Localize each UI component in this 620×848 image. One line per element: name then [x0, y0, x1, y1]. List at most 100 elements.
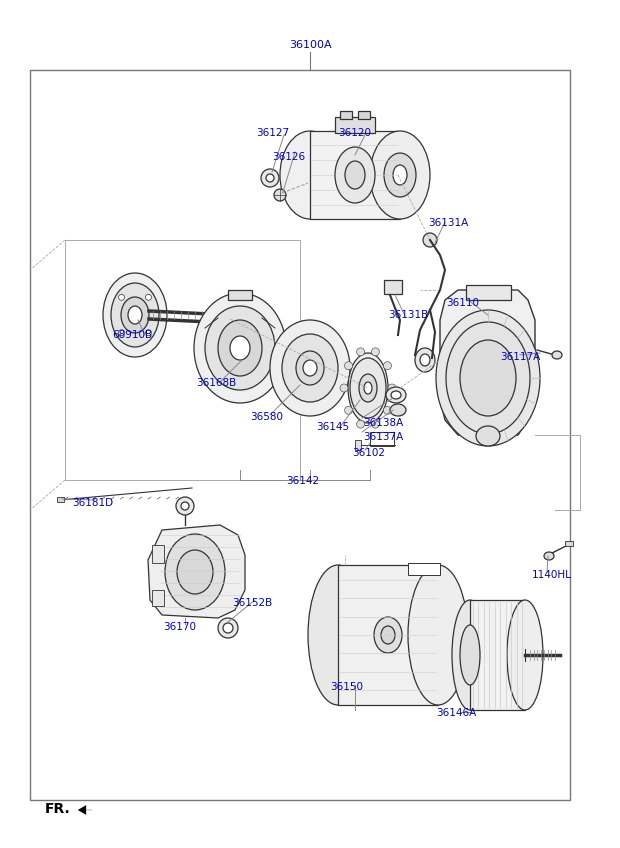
Ellipse shape	[335, 147, 375, 203]
Text: 1140HL: 1140HL	[532, 570, 572, 580]
Text: 68910B: 68910B	[112, 330, 152, 340]
Polygon shape	[440, 290, 535, 435]
Ellipse shape	[507, 600, 543, 710]
Bar	[358, 111, 370, 119]
Text: 36170: 36170	[163, 622, 196, 632]
Ellipse shape	[340, 384, 348, 392]
Ellipse shape	[103, 273, 167, 357]
Bar	[30, 70, 570, 800]
Text: 36131A: 36131A	[428, 218, 468, 228]
Ellipse shape	[393, 165, 407, 185]
Ellipse shape	[118, 330, 125, 336]
Text: 36168B: 36168B	[196, 378, 236, 388]
Text: 36152B: 36152B	[232, 598, 272, 608]
Ellipse shape	[359, 374, 377, 402]
Bar	[470, 600, 525, 710]
Ellipse shape	[371, 348, 379, 356]
Text: 36150: 36150	[330, 682, 363, 692]
Ellipse shape	[308, 565, 368, 705]
Bar	[57, 497, 64, 502]
Ellipse shape	[476, 426, 500, 446]
Ellipse shape	[552, 351, 562, 359]
Ellipse shape	[388, 384, 396, 392]
Ellipse shape	[177, 550, 213, 594]
Ellipse shape	[296, 351, 324, 385]
Ellipse shape	[423, 233, 437, 247]
Bar	[228, 290, 252, 300]
Ellipse shape	[356, 348, 365, 356]
Text: 36181D: 36181D	[72, 498, 113, 508]
Ellipse shape	[280, 131, 340, 219]
Ellipse shape	[218, 618, 238, 638]
Text: 36100A: 36100A	[289, 40, 331, 50]
Text: FR.: FR.	[45, 802, 71, 816]
Bar	[338, 565, 438, 705]
Ellipse shape	[384, 153, 416, 197]
Ellipse shape	[415, 348, 435, 372]
Text: 36102: 36102	[352, 448, 385, 458]
Ellipse shape	[371, 420, 379, 428]
Text: 36145: 36145	[316, 422, 349, 432]
Ellipse shape	[386, 387, 406, 403]
Bar	[565, 541, 573, 546]
Ellipse shape	[460, 625, 480, 685]
Text: 36146A: 36146A	[436, 708, 476, 718]
Ellipse shape	[391, 391, 401, 399]
Text: 36137A: 36137A	[363, 432, 403, 442]
Bar	[408, 563, 440, 575]
Ellipse shape	[420, 354, 430, 366]
Ellipse shape	[282, 334, 338, 402]
Ellipse shape	[223, 623, 233, 633]
Ellipse shape	[345, 406, 353, 415]
Text: 36120: 36120	[338, 128, 371, 138]
Ellipse shape	[270, 320, 350, 416]
Bar	[195, 555, 550, 765]
Bar	[152, 590, 164, 606]
Ellipse shape	[460, 340, 516, 416]
Ellipse shape	[446, 322, 530, 434]
Text: 36127: 36127	[256, 128, 289, 138]
Bar	[466, 285, 511, 300]
Text: 36138A: 36138A	[363, 418, 403, 428]
Ellipse shape	[266, 174, 274, 182]
Ellipse shape	[218, 320, 262, 376]
Ellipse shape	[350, 358, 386, 418]
Bar	[310, 131, 400, 219]
Ellipse shape	[261, 169, 279, 187]
Bar	[340, 111, 352, 119]
Ellipse shape	[146, 294, 151, 300]
Bar	[384, 280, 402, 294]
Text: 36580: 36580	[250, 412, 283, 422]
FancyArrowPatch shape	[78, 805, 92, 815]
Ellipse shape	[274, 189, 286, 201]
Ellipse shape	[146, 330, 151, 336]
Text: 36126: 36126	[272, 152, 305, 162]
Bar	[355, 440, 361, 450]
Ellipse shape	[345, 161, 365, 189]
Ellipse shape	[194, 293, 286, 403]
Ellipse shape	[370, 131, 430, 219]
Ellipse shape	[121, 297, 149, 333]
Ellipse shape	[118, 294, 125, 300]
Ellipse shape	[111, 283, 159, 347]
Ellipse shape	[374, 617, 402, 653]
Ellipse shape	[383, 406, 391, 415]
Bar	[370, 432, 394, 446]
Ellipse shape	[383, 361, 391, 370]
Ellipse shape	[165, 534, 225, 610]
Ellipse shape	[205, 306, 275, 390]
Bar	[65, 240, 300, 480]
Ellipse shape	[345, 361, 353, 370]
Ellipse shape	[303, 360, 317, 376]
Ellipse shape	[390, 404, 406, 416]
Ellipse shape	[348, 353, 388, 423]
Ellipse shape	[452, 600, 488, 710]
Ellipse shape	[408, 565, 468, 705]
Text: 36142: 36142	[286, 476, 319, 486]
Text: 36110: 36110	[446, 298, 479, 308]
Ellipse shape	[356, 420, 365, 428]
Text: 36131B: 36131B	[388, 310, 428, 320]
Bar	[335, 117, 375, 133]
Ellipse shape	[364, 382, 372, 394]
Bar	[152, 545, 164, 563]
